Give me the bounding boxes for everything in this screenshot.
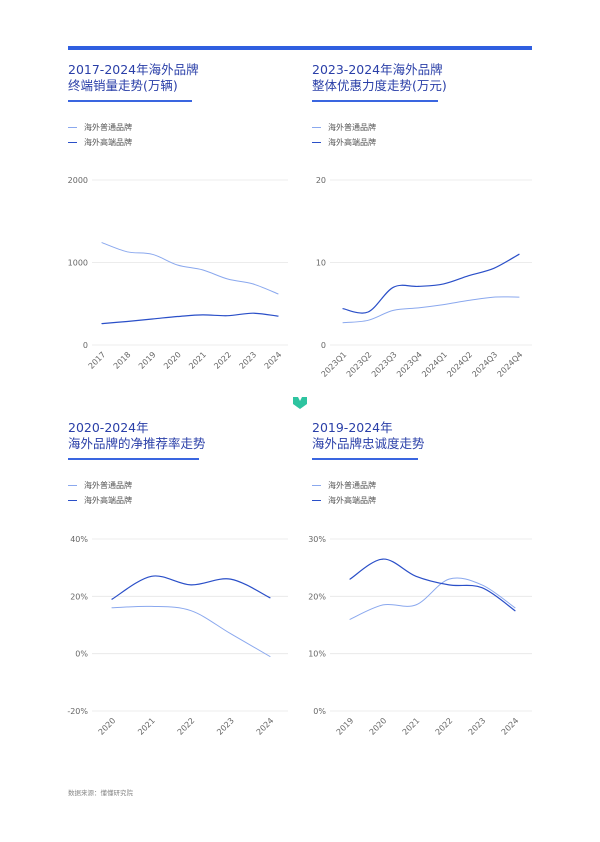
- title-underline: [312, 458, 418, 460]
- chart-title-line1: 2017-2024年海外品牌: [68, 62, 199, 77]
- legend-item-dark: 海外高端品牌: [68, 135, 298, 150]
- y-tick-label: 1000: [68, 259, 88, 268]
- legend-swatch-light: [68, 484, 77, 487]
- panel-sales: 2017-2024年海外品牌 终端销量走势(万辆) 海外普通品牌 海外高端品牌: [68, 62, 298, 150]
- legend-item-light: 海外普通品牌: [312, 120, 542, 135]
- x-tick-label: 2020: [368, 716, 389, 737]
- legend-label: 海外高端品牌: [84, 496, 132, 505]
- series-line-premium-brands: [342, 253, 520, 314]
- series-line-regular-brands: [342, 296, 520, 324]
- legend-swatch-dark: [68, 499, 77, 502]
- legend-swatch-light: [68, 126, 77, 129]
- x-tick-label: 2023: [467, 716, 488, 737]
- legend-swatch-dark: [312, 141, 321, 144]
- legend-label: 海外普通品牌: [328, 123, 376, 132]
- chart-title-line2: 海外品牌的净推荐率走势: [68, 436, 206, 451]
- title-underline: [68, 100, 192, 102]
- series-line-premium-brands: [349, 558, 516, 612]
- legend-swatch-dark: [68, 141, 77, 144]
- legend-swatch-light: [312, 484, 321, 487]
- legend-label: 海外普通品牌: [84, 481, 132, 490]
- series-line-regular-brands: [101, 242, 279, 295]
- y-tick-label: 0%: [75, 650, 88, 659]
- panel-loyalty: 2019-2024年 海外品牌忠诚度走势 海外普通品牌 海外高端品牌: [312, 420, 542, 508]
- chart-title-line1: 2020-2024年: [68, 420, 149, 435]
- chart-title-line2: 终端销量走势(万辆): [68, 78, 178, 93]
- legend: 海外普通品牌 海外高端品牌: [68, 478, 298, 508]
- legend: 海外普通品牌 海外高端品牌: [312, 478, 542, 508]
- y-tick-label: 10: [316, 259, 326, 268]
- legend-swatch-light: [312, 126, 321, 129]
- series-line-regular-brands: [349, 577, 516, 620]
- legend-item-light: 海外普通品牌: [68, 120, 298, 135]
- x-tick-label: 2019: [335, 716, 356, 737]
- y-tick-label: 30%: [308, 535, 326, 544]
- top-accent-bar: [68, 46, 532, 50]
- legend-swatch-dark: [312, 499, 321, 502]
- series-line-premium-brands: [111, 575, 271, 600]
- legend-label: 海外普通品牌: [328, 481, 376, 490]
- legend-item-dark: 海外高端品牌: [312, 135, 542, 150]
- chart-title-line2: 海外品牌忠诚度走势: [312, 436, 425, 451]
- panel-nps: 2020-2024年 海外品牌的净推荐率走势 海外普通品牌 海外高端品牌: [68, 420, 298, 508]
- legend-item-light: 海外普通品牌: [312, 478, 542, 493]
- y-tick-label: 0: [321, 341, 326, 350]
- data-source-note: 数据来源：懂懂研究院: [68, 789, 133, 797]
- x-tick-label: 2024: [500, 716, 521, 737]
- legend: 海外普通品牌 海外高端品牌: [68, 120, 298, 150]
- y-tick-label: 10%: [308, 650, 326, 659]
- legend-item-dark: 海外高端品牌: [68, 493, 298, 508]
- x-tick-label: 2021: [401, 716, 422, 737]
- y-tick-label: 40%: [70, 535, 88, 544]
- series-line-regular-brands: [111, 605, 271, 657]
- legend-item-dark: 海外高端品牌: [312, 493, 542, 508]
- y-tick-label: 20%: [308, 592, 326, 601]
- y-tick-label: 0: [83, 341, 88, 350]
- x-tick-label: 2022: [434, 716, 455, 737]
- chart-title-line2: 整体优惠力度走势(万元): [312, 78, 447, 93]
- y-tick-label: 20: [316, 176, 326, 185]
- y-tick-label: 20%: [70, 592, 88, 601]
- y-tick-label: 2000: [68, 176, 88, 185]
- legend-item-light: 海外普通品牌: [68, 478, 298, 493]
- legend-label: 海外高端品牌: [328, 138, 376, 147]
- y-tick-label: 0%: [313, 707, 326, 716]
- title-underline: [68, 458, 199, 460]
- y-tick-label: -20%: [67, 707, 88, 716]
- brand-logo-icon: [293, 397, 307, 409]
- series-line-premium-brands: [101, 312, 279, 325]
- title-underline: [312, 100, 438, 102]
- chart-title-line1: 2019-2024年: [312, 420, 393, 435]
- legend-label: 海外高端品牌: [328, 496, 376, 505]
- panel-discount: 2023-2024年海外品牌 整体优惠力度走势(万元) 海外普通品牌 海外高端品…: [312, 62, 542, 150]
- legend: 海外普通品牌 海外高端品牌: [312, 120, 542, 150]
- legend-label: 海外普通品牌: [84, 123, 132, 132]
- legend-label: 海外高端品牌: [84, 138, 132, 147]
- chart-title-line1: 2023-2024年海外品牌: [312, 62, 443, 77]
